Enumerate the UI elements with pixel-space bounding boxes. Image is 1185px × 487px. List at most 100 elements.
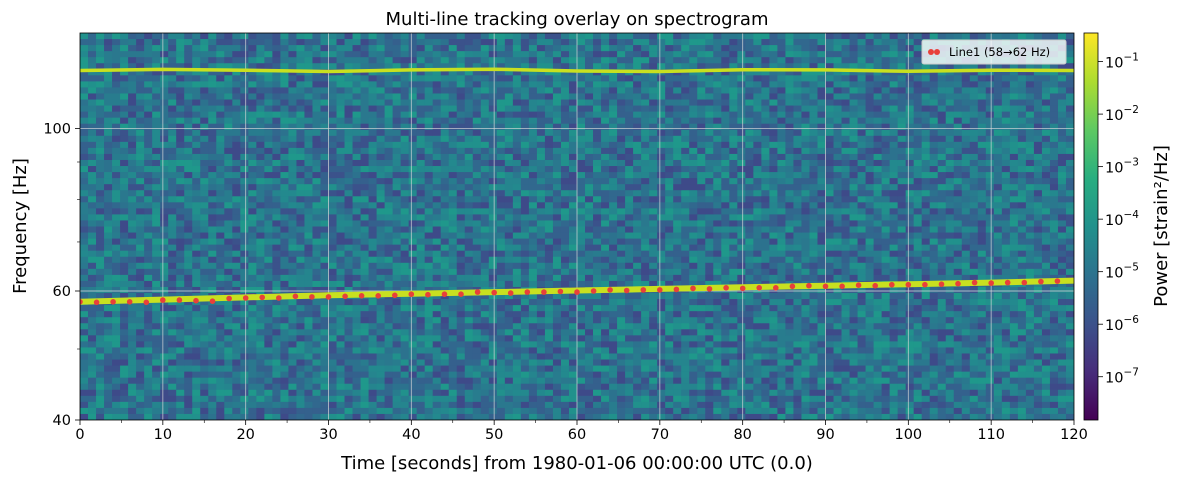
heatmap-cell bbox=[520, 407, 530, 415]
heatmap-cell bbox=[384, 123, 394, 131]
heatmap-cell bbox=[176, 238, 185, 246]
heatmap-cell bbox=[240, 39, 249, 46]
heatmap-cell bbox=[528, 407, 538, 415]
heatmap-cell bbox=[625, 123, 634, 131]
heatmap-cell bbox=[504, 196, 514, 203]
heatmap-cell bbox=[288, 39, 297, 46]
heatmap-cell bbox=[609, 413, 618, 420]
heatmap-cell bbox=[152, 190, 161, 197]
heatmap-cell bbox=[496, 39, 506, 46]
heatmap-cell bbox=[192, 383, 201, 391]
heatmap-cell bbox=[360, 178, 370, 185]
heatmap-cell bbox=[200, 311, 209, 318]
heatmap-cell bbox=[617, 208, 626, 215]
heatmap-cell bbox=[577, 317, 586, 324]
heatmap-cell bbox=[585, 190, 594, 197]
heatmap-cell bbox=[232, 202, 241, 209]
heatmap-cell bbox=[488, 299, 498, 306]
heatmap-cell bbox=[184, 359, 193, 367]
heatmap-cell bbox=[312, 111, 321, 119]
heatmap-cell bbox=[368, 178, 378, 185]
heatmap-cell bbox=[504, 129, 514, 137]
heatmap-cell bbox=[472, 99, 482, 107]
heatmap-cell bbox=[560, 280, 570, 288]
heatmap-cell bbox=[136, 383, 145, 391]
heatmap-cell bbox=[184, 141, 193, 149]
heatmap-cell bbox=[657, 268, 666, 276]
heatmap-cell bbox=[224, 99, 233, 107]
heatmap-cell bbox=[376, 51, 386, 58]
heatmap-cell bbox=[376, 329, 386, 336]
heatmap-cell bbox=[448, 87, 458, 94]
heatmap-cell bbox=[224, 256, 233, 264]
heatmap-cell bbox=[577, 401, 586, 409]
heatmap-cell bbox=[488, 208, 498, 215]
heatmap-cell bbox=[208, 51, 217, 58]
heatmap-cell bbox=[216, 153, 225, 161]
heatmap-cell bbox=[200, 196, 209, 203]
heatmap-cell bbox=[681, 202, 690, 209]
heatmap-cell bbox=[657, 413, 666, 420]
heatmap-cell bbox=[657, 184, 666, 191]
heatmap-cell bbox=[96, 105, 105, 113]
heatmap-cell bbox=[536, 141, 546, 149]
heatmap-cell bbox=[176, 87, 185, 94]
heatmap-cell bbox=[456, 153, 466, 161]
heatmap-cell bbox=[248, 39, 257, 46]
heatmap-cell bbox=[320, 329, 329, 336]
heatmap-cell bbox=[208, 117, 217, 125]
heatmap-cell bbox=[617, 329, 626, 336]
heatmap-cell bbox=[424, 353, 434, 361]
heatmap-cell bbox=[160, 159, 169, 167]
heatmap-cell bbox=[264, 341, 273, 348]
heatmap-cell bbox=[649, 63, 658, 70]
heatmap-cell bbox=[568, 39, 578, 46]
heatmap-cell bbox=[560, 141, 570, 149]
heatmap-cell bbox=[88, 286, 97, 294]
heatmap-cell bbox=[577, 220, 586, 227]
heatmap-cell bbox=[368, 256, 378, 264]
heatmap-cell bbox=[264, 135, 273, 143]
heatmap-cell bbox=[568, 226, 578, 234]
heatmap-cell bbox=[496, 93, 506, 101]
heatmap-cell bbox=[681, 166, 690, 173]
heatmap-cell bbox=[312, 395, 321, 403]
heatmap-cell bbox=[344, 141, 354, 149]
heatmap-cell bbox=[496, 208, 506, 215]
heatmap-cell bbox=[424, 371, 434, 379]
heatmap-cell bbox=[320, 413, 329, 420]
heatmap-cell bbox=[344, 371, 354, 379]
heatmap-cell bbox=[128, 347, 137, 354]
heatmap-cell bbox=[488, 220, 498, 227]
heatmap-cell bbox=[280, 184, 289, 191]
heatmap-cell bbox=[216, 99, 225, 107]
heatmap-cell bbox=[336, 274, 346, 282]
heatmap-cell bbox=[673, 256, 682, 264]
heatmap-cell bbox=[673, 51, 682, 58]
heatmap-cell bbox=[617, 389, 626, 397]
heatmap-cell bbox=[681, 280, 690, 288]
heatmap-cell bbox=[593, 401, 602, 409]
heatmap-cell bbox=[528, 220, 538, 227]
heatmap-cell bbox=[392, 69, 402, 76]
heatmap-cell bbox=[568, 329, 578, 336]
heatmap-cell bbox=[625, 93, 634, 101]
heatmap-cell bbox=[120, 39, 129, 46]
heatmap-cell bbox=[593, 232, 602, 240]
heatmap-cell bbox=[312, 401, 321, 409]
heatmap-cell bbox=[264, 299, 273, 306]
heatmap-cell bbox=[577, 238, 586, 246]
heatmap-cell bbox=[552, 184, 562, 191]
heatmap-cell bbox=[312, 226, 321, 234]
heatmap-cell bbox=[240, 184, 249, 191]
heatmap-cell bbox=[320, 311, 329, 318]
heatmap-cell bbox=[408, 33, 418, 40]
heatmap-cell bbox=[609, 262, 618, 270]
heatmap-cell bbox=[192, 365, 201, 373]
heatmap-cell bbox=[112, 341, 121, 348]
heatmap-cell bbox=[520, 45, 530, 52]
heatmap-cell bbox=[689, 268, 698, 276]
heatmap-cell bbox=[552, 45, 562, 52]
heatmap-cell bbox=[633, 178, 642, 185]
heatmap-cell bbox=[456, 353, 466, 361]
